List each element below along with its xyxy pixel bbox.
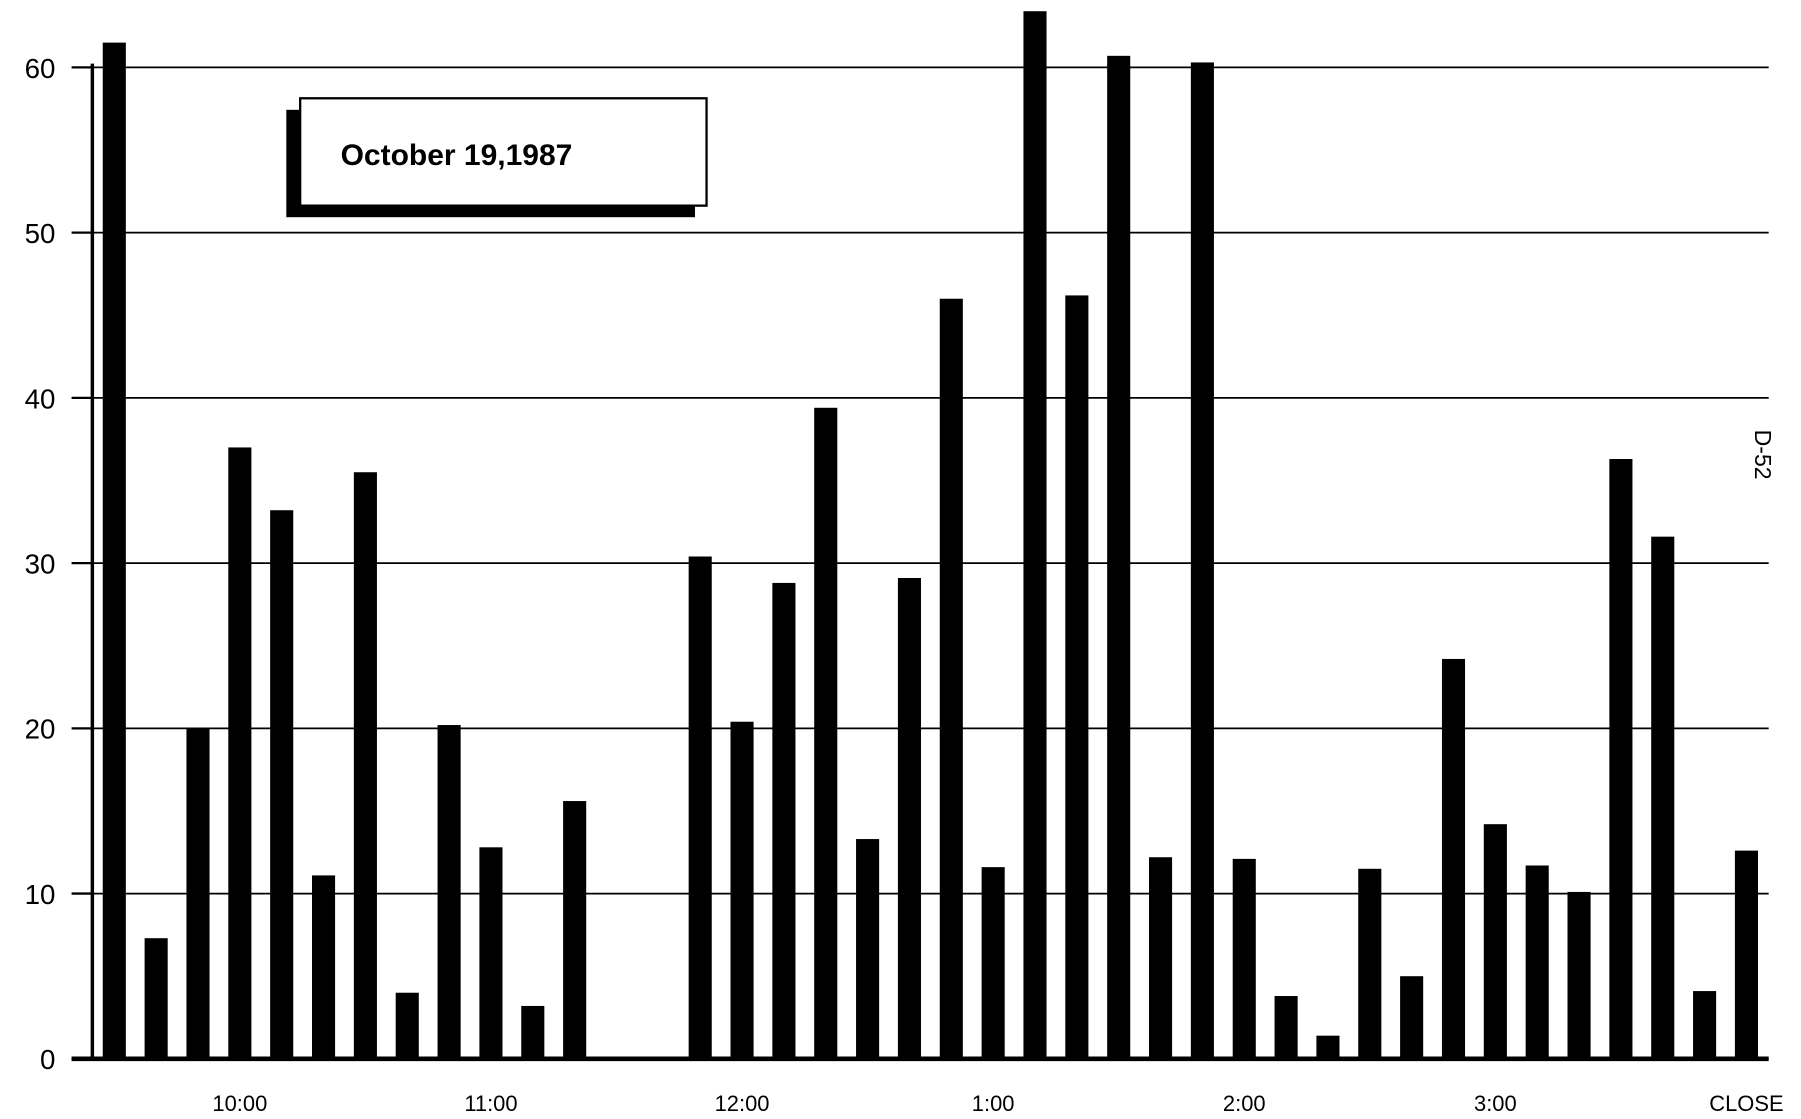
bar	[1609, 459, 1633, 1059]
y-tick-label: 10	[25, 879, 56, 910]
bar	[1358, 868, 1382, 1059]
bar	[856, 839, 880, 1059]
bar	[897, 577, 921, 1059]
bar	[1441, 658, 1466, 1059]
bar	[939, 298, 963, 1059]
bar	[1734, 850, 1758, 1059]
title-box	[299, 97, 708, 207]
bar	[1274, 996, 1298, 1059]
bar	[395, 992, 419, 1059]
bar	[437, 725, 461, 1059]
bar	[1065, 295, 1089, 1059]
bar	[228, 447, 252, 1059]
y-tick-label: 20	[25, 714, 56, 745]
bar	[312, 875, 336, 1059]
annotation: D-52	[1750, 430, 1776, 480]
bar	[688, 556, 712, 1059]
bar	[1567, 891, 1591, 1059]
bar	[1651, 536, 1675, 1059]
x-tick-label: 1:00	[972, 1091, 1015, 1116]
bar	[270, 510, 294, 1059]
y-tick-label: 30	[25, 548, 56, 579]
bar	[521, 1005, 545, 1059]
x-tick-label: 12:00	[715, 1091, 770, 1116]
bar	[1400, 976, 1424, 1059]
x-tick-label: 2:00	[1223, 1091, 1266, 1116]
bar	[1107, 55, 1131, 1059]
bar	[772, 582, 796, 1059]
bar	[1023, 11, 1047, 1059]
y-tick-label: 40	[25, 383, 56, 414]
y-tick-label: 60	[25, 53, 56, 84]
x-tick-label: 3:00	[1474, 1091, 1517, 1116]
x-tick-label: 10:00	[212, 1091, 267, 1116]
bar	[1190, 62, 1214, 1059]
bar	[102, 42, 126, 1059]
chart-title: October 19,1987	[341, 139, 573, 172]
bar	[1316, 1035, 1340, 1059]
bar	[563, 801, 587, 1059]
bar	[814, 407, 838, 1059]
bar	[1149, 857, 1173, 1059]
y-tick-label: 50	[25, 218, 56, 249]
bar	[1693, 991, 1717, 1059]
y-tick-label: 0	[40, 1044, 55, 1075]
bar	[353, 472, 377, 1059]
bar	[1232, 858, 1256, 1059]
bar	[1483, 824, 1507, 1059]
bar	[1525, 865, 1549, 1059]
x-tick-label: CLOSE	[1709, 1091, 1783, 1116]
bar	[186, 728, 210, 1059]
bar	[730, 721, 754, 1059]
bar	[479, 847, 503, 1059]
bar	[144, 938, 168, 1059]
bar	[981, 867, 1005, 1059]
x-tick-label: 11:00	[464, 1091, 517, 1116]
